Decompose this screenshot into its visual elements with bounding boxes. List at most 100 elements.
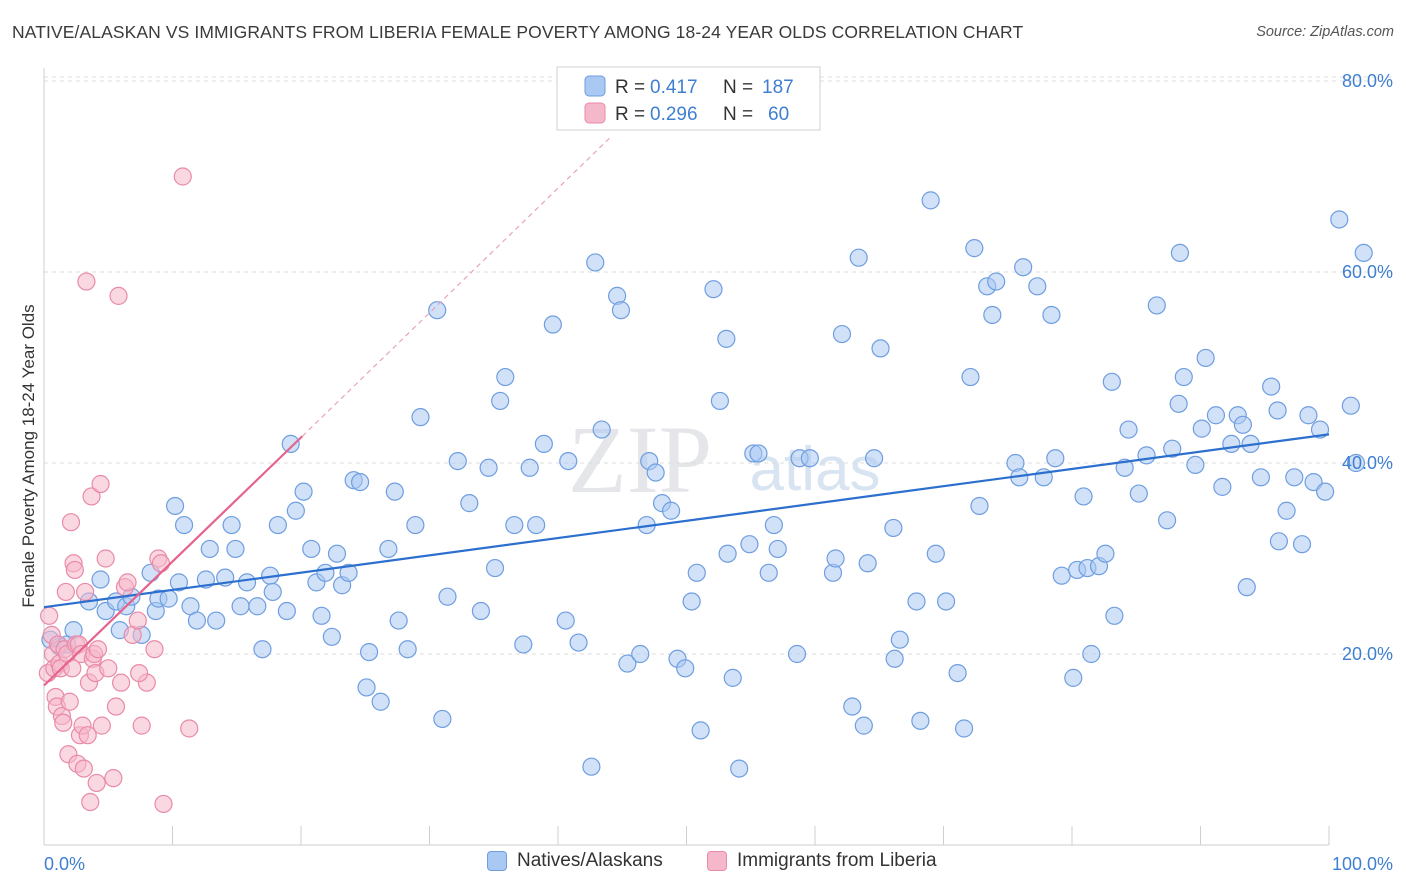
point-natives (231, 597, 250, 616)
trend-extension-liberia (301, 137, 610, 437)
point-natives (543, 315, 562, 334)
point-natives (428, 301, 447, 320)
legend-r-value-pink: 0.296 (650, 104, 698, 125)
point-natives (854, 716, 873, 735)
point-natives (281, 434, 300, 453)
point-natives (174, 515, 194, 535)
legend-item-natives: Natives/Alaskans (487, 850, 663, 872)
point-natives (1341, 396, 1360, 415)
point-natives (764, 515, 783, 535)
point-natives (723, 668, 742, 687)
point-liberia (65, 560, 84, 580)
point-natives (1192, 419, 1211, 438)
point-natives (294, 482, 313, 501)
point-natives (832, 324, 852, 344)
point-liberia (118, 573, 137, 592)
point-natives (1014, 258, 1033, 277)
point-natives (730, 759, 749, 778)
point-natives (1233, 415, 1253, 434)
point-natives (1237, 578, 1256, 597)
point-natives (222, 515, 241, 535)
y-axis-label: Female Poverty Among 18-24 Year Olds (19, 304, 38, 607)
point-natives (460, 494, 479, 513)
point-natives (411, 408, 430, 427)
point-natives (687, 563, 706, 582)
point-liberia (109, 286, 128, 305)
point-natives (717, 329, 736, 348)
point-natives (159, 589, 178, 608)
axes (43, 68, 1330, 846)
point-natives (1206, 406, 1226, 425)
point-natives (406, 515, 425, 535)
point-natives (1269, 532, 1288, 551)
legend-item-liberia: Immigrants from Liberia (707, 850, 937, 872)
point-natives (646, 463, 665, 482)
point-natives (302, 539, 321, 559)
point-natives (200, 539, 219, 559)
point-natives (704, 280, 723, 299)
point-liberia (56, 582, 75, 602)
point-natives (339, 563, 358, 582)
point-natives (1262, 377, 1281, 396)
point-natives (226, 539, 245, 559)
point-natives (768, 539, 787, 559)
point-natives (253, 640, 272, 659)
point-liberia (154, 794, 173, 814)
point-natives (1096, 544, 1115, 563)
point-natives (1330, 210, 1349, 229)
legend-swatch-blue (584, 75, 606, 97)
point-natives (970, 496, 989, 516)
point-natives (1042, 305, 1061, 325)
point-natives (187, 611, 207, 630)
legend-n-value-pink: 60 (768, 104, 789, 125)
point-natives (1119, 420, 1138, 439)
point-natives (682, 592, 701, 611)
point-liberia (88, 640, 108, 659)
point-natives (91, 570, 110, 589)
point-natives (911, 711, 930, 730)
point-natives (316, 563, 335, 582)
point-natives (327, 544, 347, 563)
watermark-zip: ZIP (568, 406, 712, 513)
point-liberia (173, 167, 192, 186)
point-natives (357, 678, 376, 697)
point-natives (1277, 501, 1296, 520)
point-natives (871, 339, 890, 358)
point-liberia (76, 582, 95, 602)
point-natives (207, 611, 226, 630)
point-liberia (132, 716, 151, 735)
point-natives (248, 597, 267, 616)
point-natives (718, 544, 737, 563)
legend-label-liberia: Immigrants from Liberia (737, 850, 937, 871)
point-natives (556, 611, 575, 630)
point-natives (491, 391, 510, 411)
point-natives (759, 563, 778, 582)
point-natives (858, 554, 877, 573)
point-natives (1292, 535, 1312, 554)
trend-line-natives (43, 433, 1330, 609)
legend-swatch-pink (584, 102, 606, 124)
legend-swatch-natives (487, 851, 507, 871)
point-natives (865, 449, 884, 468)
point-liberia (129, 663, 149, 683)
point-natives (749, 444, 768, 463)
point-liberia (78, 726, 97, 745)
point-natives (582, 757, 601, 776)
point-natives (907, 592, 926, 611)
point-liberia (99, 659, 118, 678)
legend-r-value-blue: 0.417 (650, 77, 698, 98)
point-natives (371, 692, 390, 711)
point-natives (965, 239, 984, 258)
point-natives (277, 601, 296, 621)
point-liberia (128, 611, 147, 630)
y-tick-label: 80.0% (1342, 71, 1393, 91)
point-liberia (92, 716, 111, 735)
y-tick-label: 20.0% (1342, 644, 1393, 664)
x-tick-label: 0.0% (44, 854, 85, 874)
point-natives (1196, 348, 1215, 368)
point-liberia (111, 673, 131, 692)
point-natives (987, 272, 1006, 291)
source-label: Source: ZipAtlas.com (1256, 24, 1394, 40)
point-liberia (145, 640, 164, 659)
point-natives (961, 367, 980, 387)
